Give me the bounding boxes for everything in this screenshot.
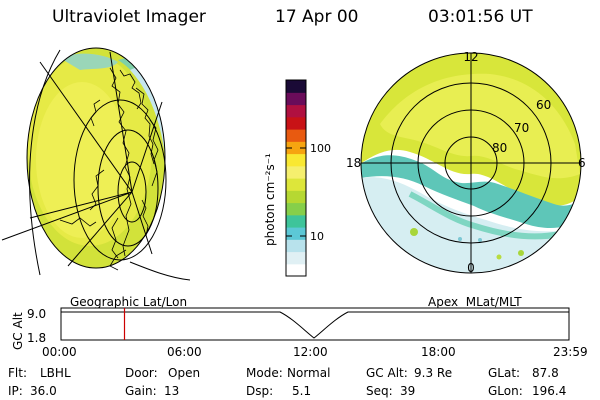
timeline-xtick-1200: 12:00 [293, 345, 328, 359]
mlat-label-70: 70 [514, 121, 529, 135]
colorbar-unit-label: photon cm⁻²s⁻¹ [263, 153, 277, 246]
lat-lon-grid [1, 47, 191, 281]
glon-value: 196.4 [532, 384, 567, 398]
colorbar-band [286, 165, 306, 179]
colorbar-band [286, 153, 306, 167]
timeline-xtick-2359: 23:59 [553, 345, 588, 359]
ip-label: IP: [8, 384, 23, 398]
altitude-curve [61, 311, 569, 339]
glat-value: 87.8 [532, 366, 559, 380]
gc-alt-value: 9.3 Re [414, 366, 453, 380]
colorbar-band [286, 178, 306, 191]
seq-value: 39 [400, 384, 416, 398]
observation-date: 17 Apr 00 [275, 7, 359, 27]
mode-label: Mode: [246, 366, 283, 380]
timeline-axis-label: GC Alt [11, 312, 25, 350]
colorbar-band [286, 104, 306, 118]
seq-label: Seq: [366, 384, 393, 398]
colorbar-tick-100: 100 [310, 142, 331, 155]
altitude-timeline: GC Alt 9.0 1.8 [11, 307, 570, 350]
mlat-label-80: 80 [492, 141, 507, 155]
timeline-xtick-0600: 06:00 [167, 345, 202, 359]
flt-value: LBHL [40, 366, 71, 380]
colorbar-band [286, 251, 306, 265]
ip-value: 36.0 [30, 384, 57, 398]
colorbar-band [286, 227, 306, 240]
door-label: Door: [125, 366, 158, 380]
auroral-oval-field [361, 53, 581, 273]
timeline-frame [60, 307, 570, 341]
apex-projection-label: Apex MLat/MLT [428, 295, 522, 309]
timeline-xtick-1800: 18:00 [421, 345, 456, 359]
gc-alt-label: GC Alt: [366, 366, 408, 380]
colorbar-band [286, 141, 306, 155]
colorbar-band [286, 202, 306, 216]
colorbar-band [286, 80, 306, 93]
magnetic-polar-panel: 12 18 6 0 60 70 80 [346, 50, 586, 275]
dsp-value: 5.1 [292, 384, 312, 398]
colorbar-band [286, 263, 306, 277]
colorbar-tick-10: 10 [310, 230, 324, 243]
colorbar-band [286, 190, 306, 204]
timeline-ytick-1-8: 1.8 [27, 331, 46, 345]
colorbar-ramp [286, 80, 306, 277]
coastlines [59, 67, 159, 271]
mlat-mlt-grid [360, 52, 582, 274]
mlt-label-6: 6 [578, 156, 586, 170]
mlt-label-0: 0 [467, 261, 475, 275]
colorbar-band [286, 214, 306, 228]
colorbar-band [286, 116, 306, 130]
mlt-label-18: 18 [346, 156, 361, 170]
mlat-label-60: 60 [536, 98, 551, 112]
colorbar-band [286, 239, 306, 253]
mlt-label-12: 12 [463, 50, 478, 64]
flt-label: Flt: [8, 366, 27, 380]
gain-value: 13 [164, 384, 180, 398]
glon-label: GLon: [488, 384, 523, 398]
mode-value: Normal [287, 366, 331, 380]
colorbar-band [286, 129, 306, 142]
door-value: Open [168, 366, 201, 380]
instrument-title: Ultraviolet Imager [52, 7, 206, 27]
glat-label: GLat: [488, 366, 521, 380]
timeline-ytick-9: 9.0 [27, 307, 46, 321]
dsp-label: Dsp: [246, 384, 274, 398]
colorbar-band [286, 92, 306, 106]
timeline-xtick-0000: 00:00 [42, 345, 77, 359]
gain-label: Gain: [125, 384, 157, 398]
auroral-spots [410, 228, 524, 260]
intensity-colorbar: photon cm⁻²s⁻¹ 100 10 [263, 79, 331, 277]
observation-time: 03:01:56 UT [428, 7, 533, 27]
geographic-projection-label: Geographic Lat/Lon [70, 295, 188, 309]
geographic-image-panel [1, 47, 191, 281]
